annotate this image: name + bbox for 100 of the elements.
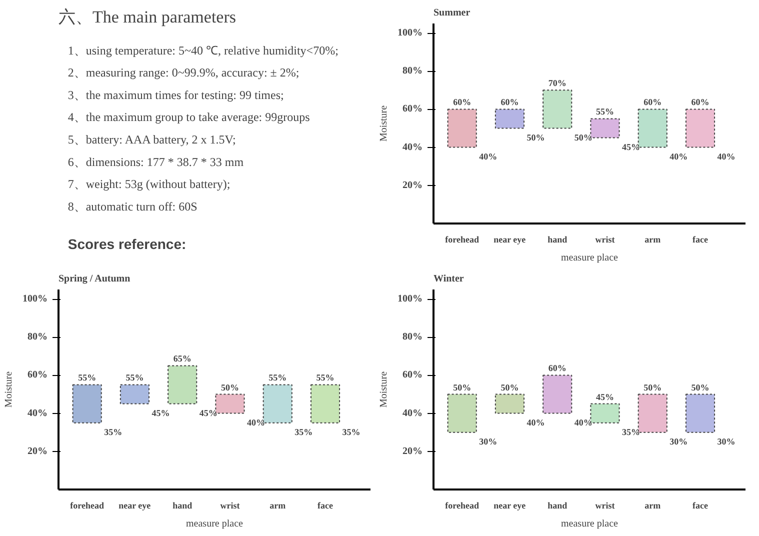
y-tick-label: 60% bbox=[402, 104, 422, 115]
annotation: 35% bbox=[622, 426, 640, 437]
y-axis-title: Moisture bbox=[378, 370, 390, 408]
annotation: 65% bbox=[173, 354, 192, 364]
x-tick-label: face bbox=[318, 500, 334, 510]
annotation: 40% bbox=[670, 151, 688, 162]
x-tick-label: forehead bbox=[445, 500, 480, 510]
annotation: 45% bbox=[152, 408, 170, 418]
annotation: 50% bbox=[500, 382, 519, 392]
bar bbox=[447, 394, 477, 433]
x-axis-title: measure place bbox=[561, 518, 619, 530]
x-tick-label: hand bbox=[548, 500, 568, 510]
y-tick-label: 80% bbox=[28, 332, 48, 343]
annotation: 50% bbox=[644, 382, 662, 392]
x-axis-title: measure place bbox=[186, 518, 244, 530]
x-tick-label: forehead bbox=[445, 234, 480, 244]
annotation: 50% bbox=[691, 382, 710, 392]
annotation: 35% bbox=[294, 426, 313, 437]
annotation: 55% bbox=[126, 372, 144, 383]
annotation: 40% bbox=[246, 417, 265, 428]
annotation: 60% bbox=[691, 97, 710, 108]
bar bbox=[215, 394, 245, 414]
annotation: 60% bbox=[500, 97, 519, 108]
x-tick-label: arm bbox=[644, 500, 662, 510]
annotation: 50% bbox=[574, 132, 592, 142]
y-tick-label: 20% bbox=[402, 446, 422, 457]
annotation: 55% bbox=[78, 372, 96, 383]
y-tick-label: 100% bbox=[398, 294, 422, 305]
annotation: 40% bbox=[717, 151, 736, 162]
text: 4、the maximum group to take average: 99groups bbox=[68, 110, 310, 124]
x-tick-label: near eye bbox=[494, 234, 526, 244]
x-tick-label: wrist bbox=[595, 234, 615, 244]
y-tick-label: 100% bbox=[22, 294, 48, 305]
bar bbox=[262, 384, 292, 424]
y-tick-label: 20% bbox=[402, 180, 422, 191]
bar bbox=[542, 90, 572, 129]
annotation: 45% bbox=[622, 142, 640, 152]
bar bbox=[168, 365, 198, 404]
annotation: 55% bbox=[596, 106, 614, 117]
text: 8、automatic turn off: 60S bbox=[68, 200, 198, 214]
bar bbox=[447, 108, 477, 148]
annotation: 70% bbox=[548, 78, 566, 88]
y-tick-label: 20% bbox=[28, 446, 48, 457]
annotation: 40% bbox=[526, 417, 545, 428]
annotation: 50% bbox=[220, 382, 239, 392]
x-tick-label: near eye bbox=[118, 500, 151, 510]
y-axis-title: Moisture bbox=[378, 104, 390, 142]
text: 六、The main parameters bbox=[58, 8, 236, 26]
bar bbox=[590, 403, 620, 424]
annotation: 50% bbox=[526, 132, 545, 142]
chart-title: Winter bbox=[434, 274, 464, 284]
annotation: 45% bbox=[596, 392, 614, 402]
annotation: 60% bbox=[548, 363, 566, 374]
bar bbox=[638, 108, 668, 148]
x-tick-label: wrist bbox=[220, 500, 240, 510]
annotation: 55% bbox=[316, 372, 334, 383]
annotation: 50% bbox=[453, 382, 472, 392]
annotation: 35% bbox=[104, 426, 122, 437]
x-tick-label: near eye bbox=[494, 500, 526, 510]
y-tick-label: 40% bbox=[402, 408, 422, 419]
y-tick-label: 100% bbox=[398, 28, 422, 39]
x-tick-label: hand bbox=[548, 234, 568, 244]
text: 6、dimensions: 177 * 38.7 * 33 mm bbox=[68, 154, 244, 169]
bar bbox=[685, 394, 716, 433]
annotation: 60% bbox=[453, 97, 472, 108]
text: 5、battery: AAA battery, 2 x 1.5V; bbox=[68, 132, 236, 147]
x-tick-label: hand bbox=[172, 500, 192, 510]
annotation: 40% bbox=[574, 417, 592, 428]
y-tick-label: 80% bbox=[402, 66, 422, 77]
y-tick-label: 40% bbox=[28, 408, 48, 419]
x-axis-title: measure place bbox=[561, 252, 619, 264]
y-tick-label: 60% bbox=[402, 370, 422, 381]
bar bbox=[120, 384, 150, 404]
annotation: 30% bbox=[717, 436, 736, 446]
bar bbox=[72, 384, 102, 424]
y-tick-label: 80% bbox=[402, 332, 422, 343]
x-tick-label: arm bbox=[270, 500, 286, 510]
annotation: 30% bbox=[479, 436, 498, 446]
y-tick-label: 40% bbox=[402, 142, 422, 153]
bar bbox=[638, 394, 668, 433]
y-tick-label: 60% bbox=[28, 370, 48, 381]
chart-title: Summer bbox=[434, 8, 471, 18]
annotation: 35% bbox=[342, 426, 360, 437]
x-tick-label: wrist bbox=[595, 500, 615, 510]
text: Scores reference: bbox=[68, 236, 186, 252]
text: 1、using temperature: 5~40 ℃, relative humidity<70%; bbox=[68, 43, 338, 58]
annotation: 40% bbox=[479, 151, 498, 162]
text: 2、measuring range: 0~99.9%, accuracy: ± 2%; bbox=[68, 66, 300, 80]
chart-title: Spring / Autumn bbox=[58, 274, 131, 284]
bar bbox=[494, 108, 525, 129]
annotation: 45% bbox=[199, 408, 218, 418]
bar bbox=[310, 384, 340, 424]
bar bbox=[590, 118, 620, 138]
x-tick-label: face bbox=[692, 500, 708, 510]
y-axis-title: Moisture bbox=[4, 370, 14, 408]
text: 7、weight: 53g (without battery); bbox=[68, 177, 230, 192]
annotation: 30% bbox=[670, 436, 688, 446]
bar bbox=[542, 374, 572, 414]
annotation: 55% bbox=[268, 372, 287, 383]
x-tick-label: arm bbox=[644, 234, 662, 244]
